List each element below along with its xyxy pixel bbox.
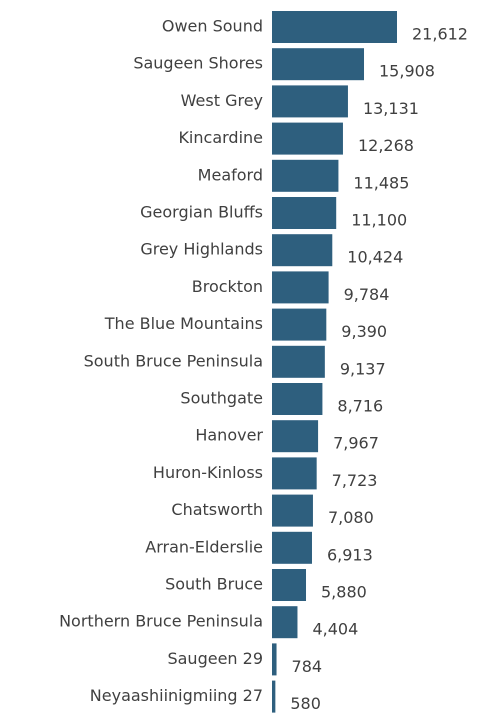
value-label: 7,080 (328, 508, 374, 527)
category-label: West Grey (181, 91, 263, 110)
value-label: 784 (292, 657, 323, 676)
bar (272, 345, 325, 378)
category-label: Saugeen 29 (167, 649, 263, 668)
bar (272, 48, 365, 81)
value-label: 7,967 (333, 434, 379, 453)
category-label: Huron-Kinloss (153, 463, 263, 482)
category-label: Owen Sound (162, 17, 263, 36)
bar (272, 606, 298, 639)
value-label: 21,612 (412, 25, 468, 44)
category-label: Arran-Elderslie (145, 537, 263, 556)
category-label: Neyaashiinigmiing 27 (90, 686, 263, 705)
bar (272, 420, 319, 453)
bar (272, 494, 313, 527)
bar (272, 680, 276, 713)
value-label: 580 (290, 694, 321, 713)
value-label: 10,424 (347, 248, 403, 267)
value-label: 9,784 (344, 285, 390, 304)
category-label: Chatsworth (171, 500, 263, 519)
bar (272, 531, 312, 564)
category-label: Kincardine (178, 128, 263, 147)
category-label: Northern Bruce Peninsula (59, 612, 263, 631)
category-label: Grey Highlands (140, 240, 263, 259)
category-label: Saugeen Shores (133, 54, 263, 73)
category-label: Meaford (198, 165, 263, 184)
bar (272, 122, 343, 155)
value-label: 8,716 (337, 397, 383, 416)
category-label: Hanover (195, 426, 263, 445)
bar (272, 85, 348, 118)
value-label: 5,880 (321, 583, 367, 602)
category-label: Brockton (192, 277, 263, 296)
value-label: 9,390 (341, 322, 387, 341)
value-label: 13,131 (363, 99, 419, 118)
bar (272, 308, 327, 341)
bar (272, 271, 329, 304)
category-label: South Bruce Peninsula (84, 351, 263, 370)
bar (272, 234, 333, 267)
bar (272, 11, 397, 43)
category-label: South Bruce (165, 575, 263, 594)
value-label: 11,485 (353, 173, 409, 192)
value-label: 15,908 (379, 62, 435, 81)
value-label: 9,137 (340, 359, 386, 378)
bar (272, 383, 323, 415)
bar (272, 569, 307, 601)
category-label: Southgate (180, 389, 263, 408)
value-label: 4,404 (312, 620, 358, 639)
bar (272, 457, 317, 490)
value-label: 11,100 (351, 211, 407, 230)
bar (272, 159, 339, 192)
value-label: 6,913 (327, 545, 373, 564)
category-label: The Blue Mountains (104, 314, 263, 333)
bar (272, 643, 277, 676)
category-label: Georgian Bluffs (140, 203, 263, 222)
bar (272, 197, 337, 229)
value-label: 7,723 (332, 471, 378, 490)
value-label: 12,268 (358, 136, 414, 155)
